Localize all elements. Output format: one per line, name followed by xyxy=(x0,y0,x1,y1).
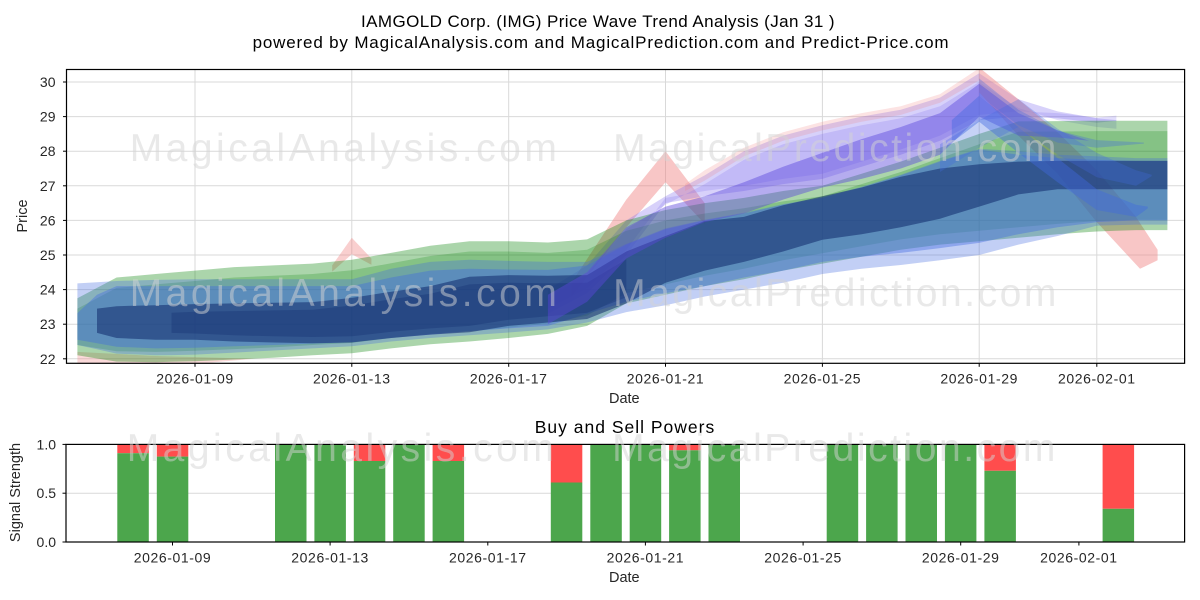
svg-text:26: 26 xyxy=(40,212,56,228)
svg-text:Price: Price xyxy=(15,199,31,232)
svg-text:2026-01-25: 2026-01-25 xyxy=(764,550,842,566)
svg-text:2026-01-25: 2026-01-25 xyxy=(784,371,862,387)
svg-text:IAMGOLD Corp. (IMG) Price Wave: IAMGOLD Corp. (IMG) Price Wave Trend Ana… xyxy=(361,12,835,31)
svg-text:2026-01-21: 2026-01-21 xyxy=(627,371,705,387)
svg-text:MagicalPrediction.com: MagicalPrediction.com xyxy=(613,272,1059,315)
svg-text:2026-01-17: 2026-01-17 xyxy=(449,550,527,566)
svg-text:30: 30 xyxy=(40,74,56,90)
svg-text:2026-01-09: 2026-01-09 xyxy=(134,550,212,566)
svg-text:MagicalAnalysis.com: MagicalAnalysis.com xyxy=(130,272,561,315)
svg-text:powered by MagicalAnalysis.com: powered by MagicalAnalysis.com and Magic… xyxy=(253,33,950,52)
svg-text:Date: Date xyxy=(609,570,640,586)
svg-text:23: 23 xyxy=(40,316,56,332)
svg-text:1.0: 1.0 xyxy=(37,436,57,452)
svg-text:Signal Strength: Signal Strength xyxy=(8,443,24,542)
svg-text:MagicalAnalysis.com: MagicalAnalysis.com xyxy=(130,127,561,170)
svg-text:Buy and Sell Powers: Buy and Sell Powers xyxy=(535,417,715,437)
svg-text:MagicalPrediction.com: MagicalPrediction.com xyxy=(613,127,1059,170)
svg-text:2026-01-17: 2026-01-17 xyxy=(470,371,548,387)
svg-text:27: 27 xyxy=(40,178,56,194)
svg-text:2026-01-13: 2026-01-13 xyxy=(313,371,391,387)
svg-text:2026-01-29: 2026-01-29 xyxy=(940,371,1018,387)
svg-text:22: 22 xyxy=(40,351,56,367)
svg-text:MagicalPrediction.com: MagicalPrediction.com xyxy=(612,427,1058,470)
svg-text:24: 24 xyxy=(40,282,56,298)
svg-text:2026-01-09: 2026-01-09 xyxy=(156,371,234,387)
svg-text:2026-01-29: 2026-01-29 xyxy=(922,550,1000,566)
svg-text:MagicalAnalysis.com: MagicalAnalysis.com xyxy=(127,427,558,470)
svg-text:0.0: 0.0 xyxy=(37,534,57,550)
svg-text:25: 25 xyxy=(40,247,56,263)
svg-text:29: 29 xyxy=(40,109,56,125)
svg-text:2026-02-01: 2026-02-01 xyxy=(1040,550,1118,566)
svg-text:2026-02-01: 2026-02-01 xyxy=(1058,371,1136,387)
svg-text:0.5: 0.5 xyxy=(37,485,57,501)
svg-text:28: 28 xyxy=(40,143,56,159)
svg-text:Date: Date xyxy=(609,391,640,407)
svg-text:2026-01-21: 2026-01-21 xyxy=(607,550,685,566)
svg-text:2026-01-13: 2026-01-13 xyxy=(291,550,369,566)
